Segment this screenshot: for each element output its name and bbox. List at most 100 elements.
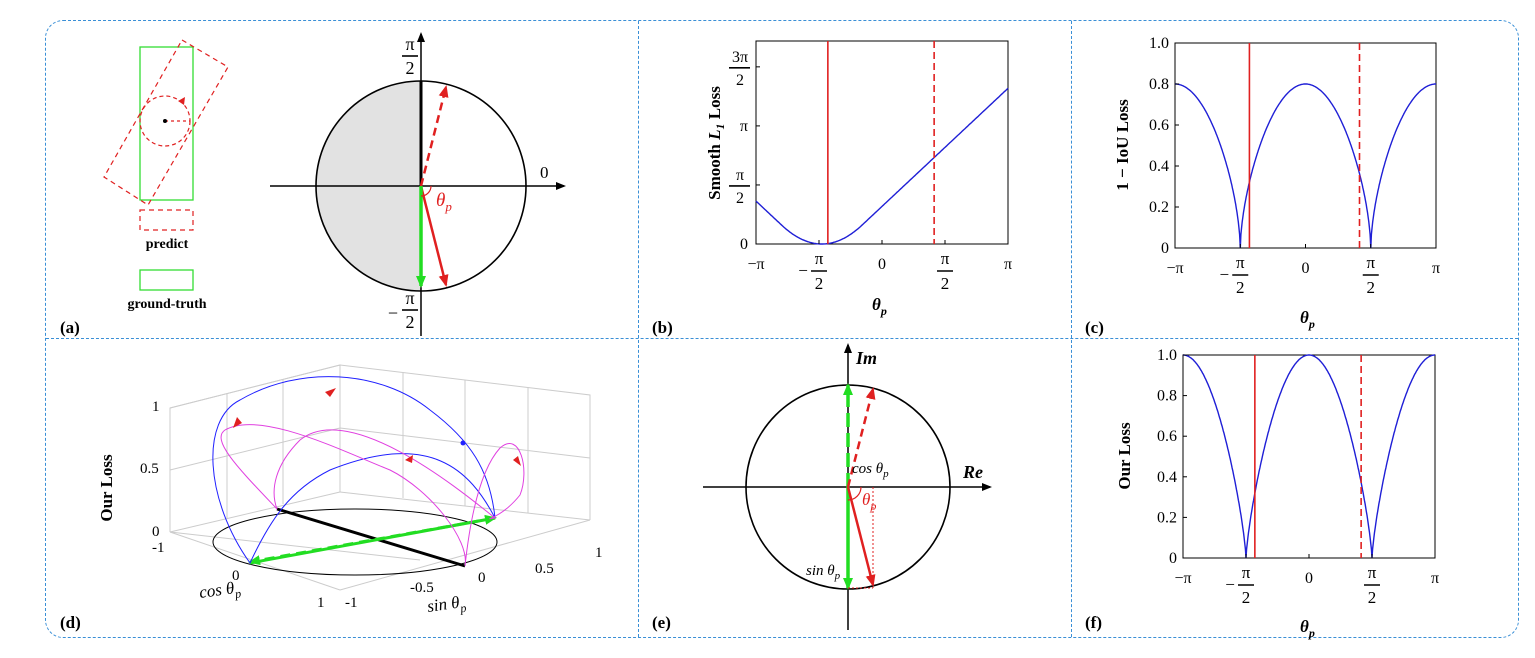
3d-ylabel: sin θp: [426, 592, 467, 620]
chart-c-ytick-4: 0.8: [1149, 76, 1169, 93]
chart-b-ylabel: Smooth L1 Loss: [705, 86, 727, 200]
3d-zlabel: Our Loss: [97, 454, 116, 522]
re-label: Re: [962, 462, 983, 482]
panel-b-label: (b): [652, 318, 673, 337]
svg-text:0: 0: [232, 568, 240, 584]
3d-y-ticks: -1 -0.5 0 0.5 1: [345, 545, 603, 611]
chart-b-xtick-num-1: π: [815, 249, 824, 268]
chart-b-xtick-0: −π: [747, 256, 764, 273]
chart-f-xtick-num-3: π: [1368, 563, 1377, 582]
red-arrow-dashed: [846, 387, 876, 488]
predict-arrow-dashed: [419, 85, 449, 187]
chart-b-ytick-den-1: 2: [736, 190, 744, 207]
chart-f-xtick-den-1: 2: [1242, 588, 1251, 607]
chart-c-ytick-1: 0.2: [1149, 199, 1169, 216]
chart-b-ytick-den-3: 2: [736, 72, 744, 89]
bottom-tick-den: 2: [406, 312, 415, 332]
chart-f-xtick-2: 0: [1305, 570, 1313, 587]
chart-f-xtick-num-1: π: [1242, 563, 1251, 582]
chart-f-xtick-0: −π: [1174, 570, 1191, 587]
chart-f-xtick-den-3: 2: [1368, 588, 1377, 607]
top-tick-num: π: [405, 34, 414, 54]
chart-f-ytick-5: 1.0: [1157, 347, 1177, 364]
chart-b-ytick-num-3: 3π: [732, 49, 748, 66]
3d-x-ticks: -1 0 1: [152, 540, 325, 611]
rotation-arrow-icon: [178, 97, 185, 105]
panel-e-label: (e): [652, 613, 671, 632]
chart-b-xtick-den-1: 2: [815, 274, 824, 293]
panel-c-label: (c): [1085, 318, 1104, 337]
svg-text:0.5: 0.5: [535, 561, 554, 577]
chart-f-ytick-2: 0.4: [1157, 469, 1177, 486]
panel-a: predict ground-truth θp 0 π 2 π − 2 (a): [60, 32, 566, 337]
separator-h: [46, 338, 1518, 339]
chart-b-xtick-sign-1: −: [798, 261, 808, 280]
base-circle: [212, 508, 498, 576]
chart-c-xlabel: θp: [1300, 308, 1315, 331]
legend-ground-truth-swatch: [139, 269, 194, 291]
3d-grid: [169, 364, 591, 591]
plot-frame-c: [1174, 42, 1437, 249]
theta-label: θp: [436, 190, 452, 214]
panel-f-label: (f): [1085, 613, 1102, 632]
green-arrow-backward: [248, 516, 496, 566]
chart-c-xtick-den-1: 2: [1236, 278, 1245, 297]
legend-predict-label: predict: [146, 237, 189, 252]
chart-c-xtick-2: 0: [1302, 260, 1310, 277]
theta-arc: [420, 185, 432, 197]
bottom-tick-num: π: [405, 288, 414, 308]
3d-z-ticks: 0 0.5 1: [140, 399, 160, 540]
bottom-tick-sign: −: [388, 303, 398, 323]
red-arrow-solid: [846, 486, 876, 587]
chart-b-xtick-2: 0: [878, 256, 886, 273]
chart-f-ytick-3: 0.6: [1157, 428, 1177, 445]
separator-v1: [638, 21, 639, 637]
chart-f-xtick-4: π: [1431, 570, 1439, 587]
chart-f-series-line: [1183, 354, 1435, 559]
chart-f-xlabel: θp: [1300, 617, 1315, 640]
chart-c-ytick-3: 0.6: [1149, 117, 1169, 134]
chart-c-xtick-sign-1: −: [1219, 265, 1229, 284]
predict-box: [103, 39, 229, 206]
svg-text:-1: -1: [152, 540, 165, 556]
blue-curve: [212, 376, 496, 564]
chart-c-xtick-0: −π: [1166, 260, 1183, 277]
black-diameter: [276, 507, 466, 568]
svg-text:0.5: 0.5: [140, 461, 159, 477]
magenta-curve: [220, 424, 525, 567]
svg-text:-0.5: -0.5: [410, 580, 434, 596]
svg-text:0: 0: [478, 570, 486, 586]
chart-f-ytick-0: 0: [1169, 550, 1177, 567]
svg-text:-1: -1: [345, 595, 358, 611]
chart-b-xlabel: θp: [872, 295, 887, 318]
chart-c-ytick-5: 1.0: [1149, 35, 1169, 52]
3d-xlabel: cos θp: [198, 577, 242, 606]
panel-e: θp Im Re cos θp sin θp (e): [652, 343, 992, 632]
top-tick-den: 2: [406, 58, 415, 78]
chart-f-ytick-4: 0.8: [1157, 388, 1177, 405]
svg-text:0: 0: [152, 524, 160, 540]
chart-b-xtick-num-3: π: [941, 249, 950, 268]
chart-c-series-line: [1175, 83, 1436, 249]
chart-c-ytick-0: 0: [1161, 240, 1169, 257]
figure-frame: [45, 20, 1519, 638]
cos-label: cos θp: [852, 461, 889, 480]
chart-c-xtick-den-3: 2: [1367, 278, 1376, 297]
panel-d-label: (d): [60, 613, 81, 632]
chart-b-ytick-num-1: π: [736, 167, 744, 184]
legend-predict-swatch: [139, 209, 194, 231]
svg-text:1: 1: [317, 595, 325, 611]
zero-tick: 0: [540, 163, 549, 182]
chart-b-series-line: [755, 87, 1009, 245]
chart-c-xtick-4: π: [1432, 260, 1440, 277]
theta-label-e: θp: [862, 490, 876, 513]
panel-a-label: (a): [60, 318, 80, 337]
chart-b-ytick-2: π: [740, 118, 748, 135]
plot-frame-f: [1182, 354, 1436, 559]
